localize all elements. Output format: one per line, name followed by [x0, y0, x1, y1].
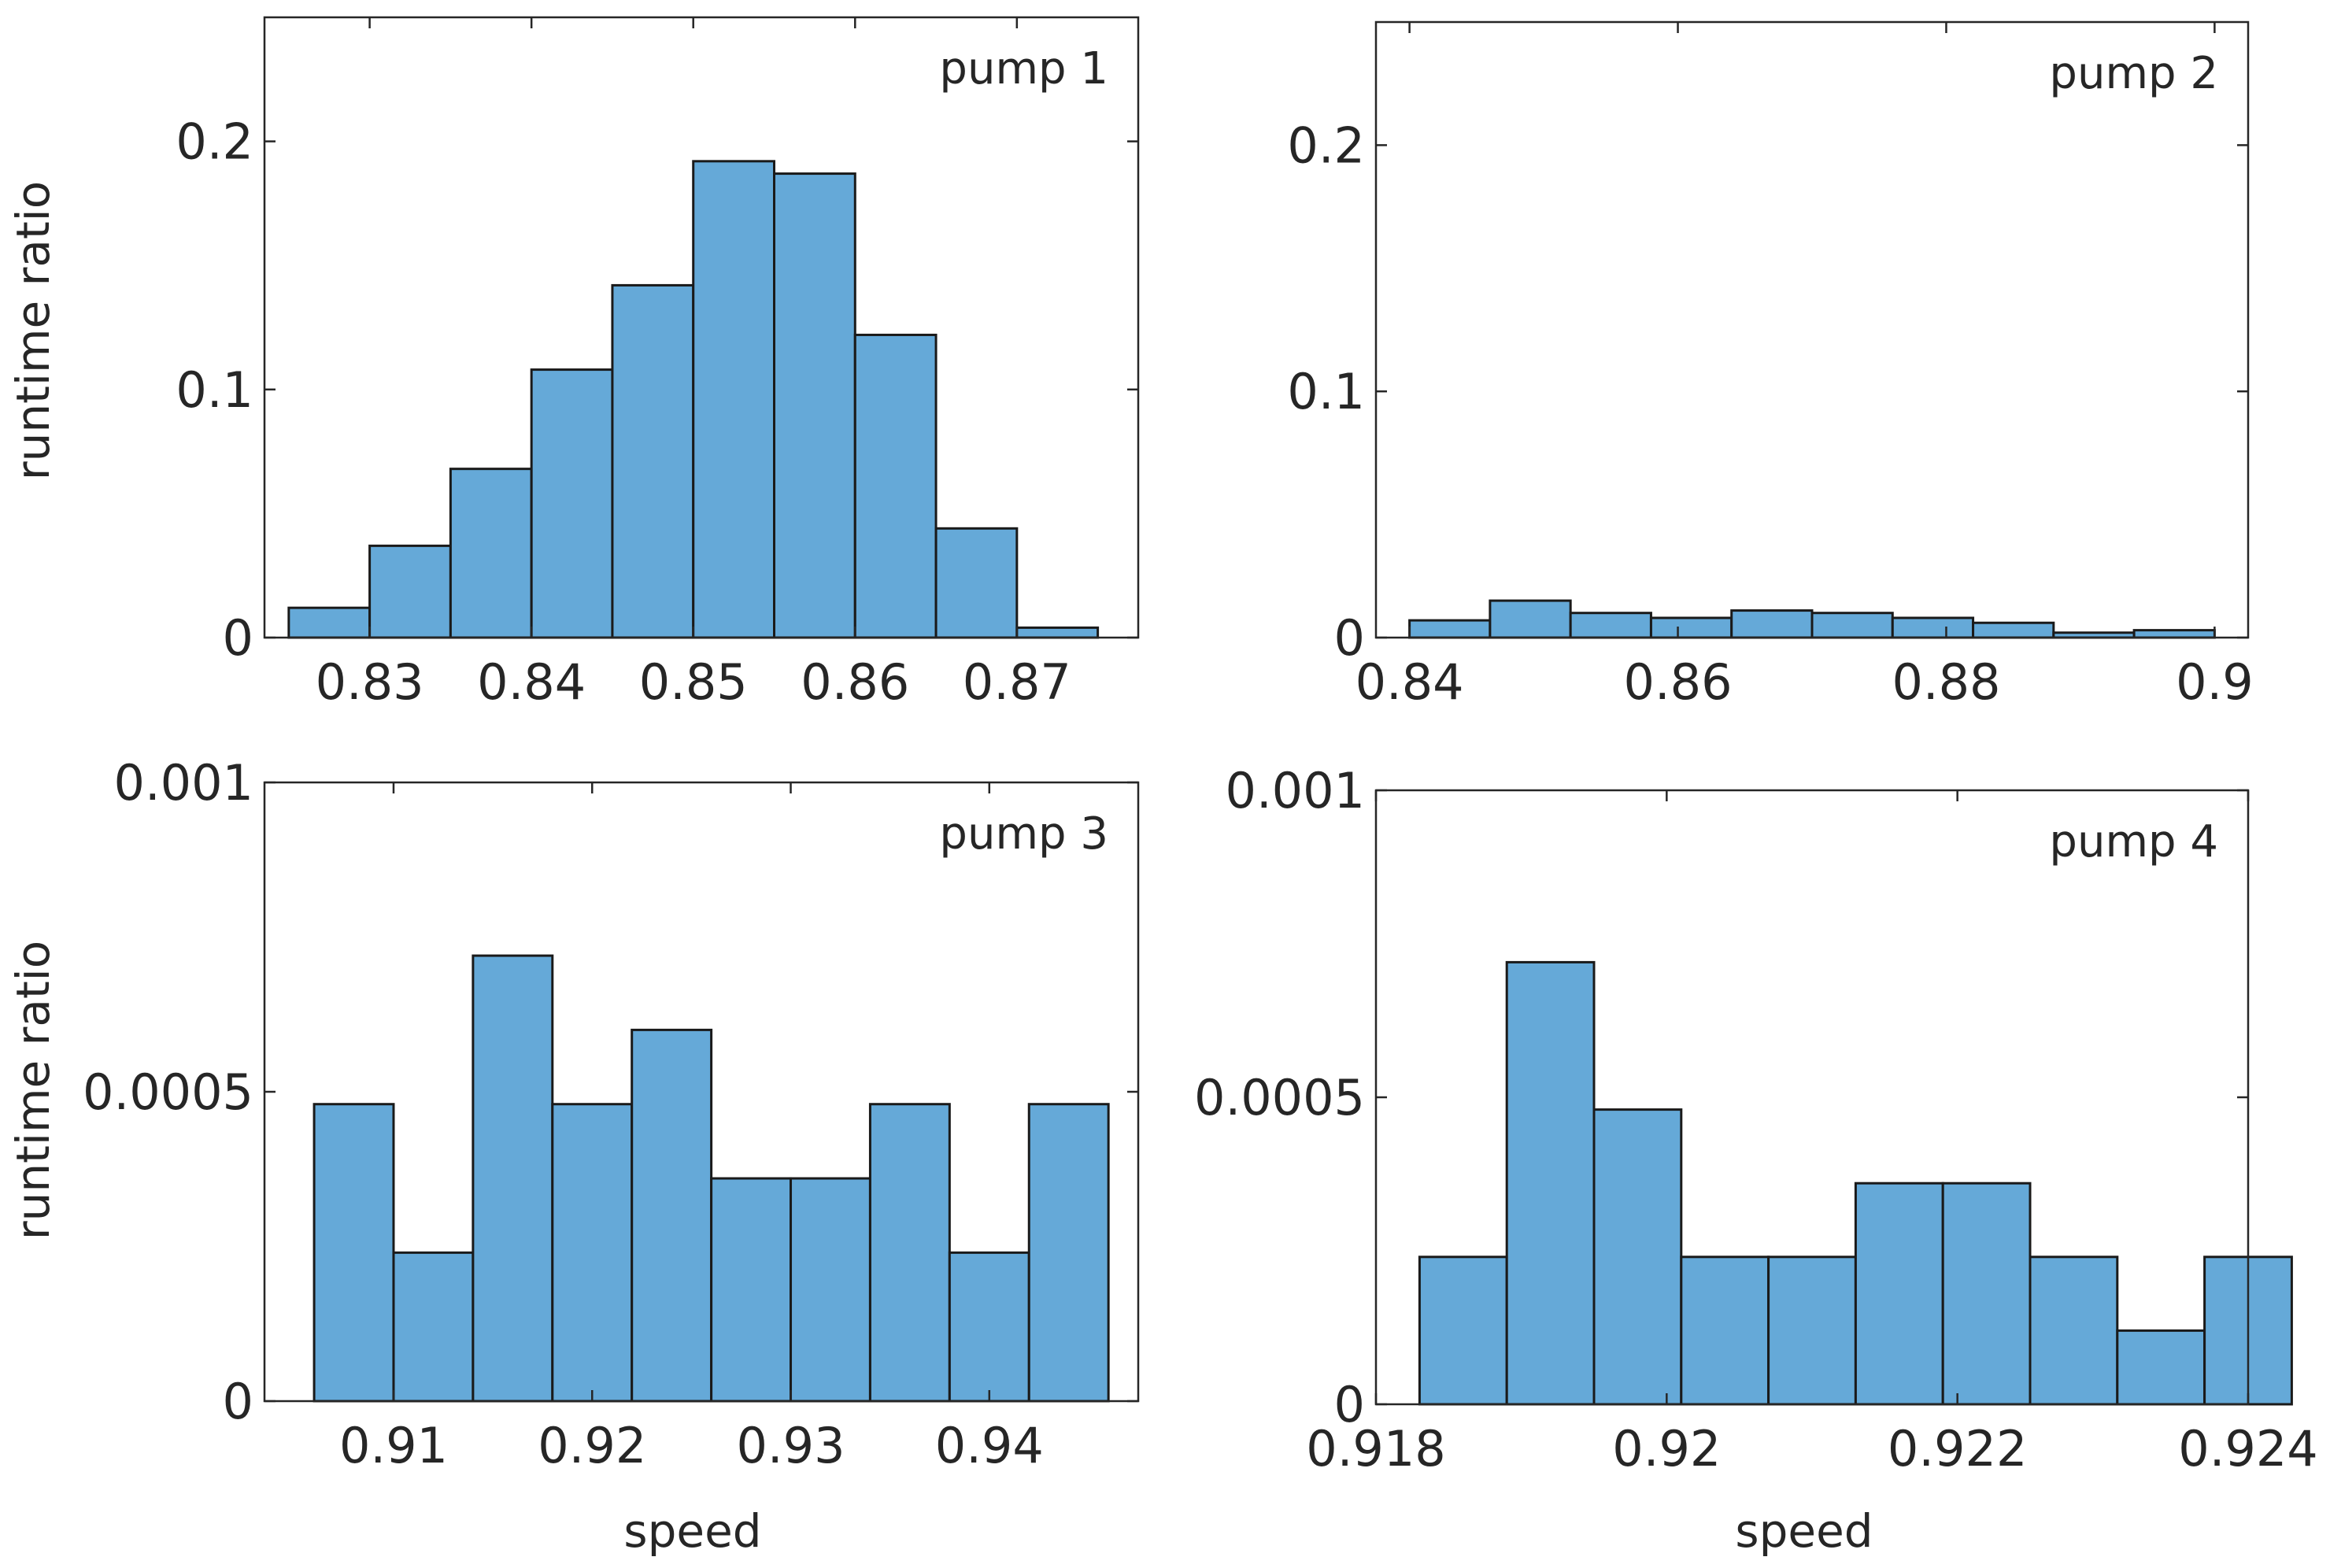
pump-4-x-tick-label-0-922: 0.922 [1888, 1420, 2028, 1477]
pump-2-axes-frame [1374, 20, 2250, 639]
pump-1-x-tick-label-0-85: 0.85 [639, 653, 748, 711]
pump-2-bar-5 [1730, 609, 1814, 639]
pump-1-x-tick-label-0-83: 0.83 [316, 653, 424, 711]
pump-3-y-tick-label-0: 0 [223, 1373, 253, 1430]
pump-1-y-tick-label-0-2: 0.2 [176, 113, 253, 171]
pump-4-bar-4 [1680, 1256, 1770, 1406]
pump-2-y-tick-label-0: 0 [1334, 609, 1365, 667]
pump-3-x-tick-label-0-94: 0.94 [935, 1417, 1044, 1474]
pump-4-bar-3 [1592, 1108, 1683, 1406]
pump-4-bar-5 [1767, 1256, 1857, 1406]
pump-2-bar-6 [1810, 612, 1894, 639]
pump-1-y-tick-label-0-1: 0.1 [176, 361, 253, 419]
pump-2-x-tick-label-0-9: 0.9 [2176, 653, 2254, 711]
pump-4-bar-8 [2029, 1256, 2119, 1406]
pump-2-bar-1 [1408, 619, 1492, 639]
panel-pump-4: 0.918 0.92 0.922 0.924 0 0.0005 0.001 pump 4 [1194, 762, 2318, 1477]
panel-pump-2: 0.84 0.86 0.88 0.9 0 0.1 0.2 pump 2 [1287, 20, 2254, 711]
x-axis-title-right: speed [1735, 1504, 1873, 1558]
pump-1-bar-4 [530, 368, 614, 639]
pump-1-bar-8 [853, 333, 938, 639]
y-axis-title-top: runtime ratio [6, 181, 60, 481]
pump-4-panel-label: pump 4 [2049, 816, 2218, 867]
pump-4-x-tick-label-0-918: 0.918 [1306, 1420, 1446, 1477]
pump-1-panel-label: pump 1 [939, 43, 1108, 94]
pump-1-axes-frame [263, 16, 1140, 639]
pump-4-x-tick-label-0-92: 0.92 [1612, 1420, 1721, 1477]
pump-4-bar-9 [2116, 1329, 2206, 1406]
pump-3-y-tick-label-0-0005: 0.0005 [83, 1063, 253, 1121]
pump-3-bar-1 [313, 1103, 395, 1403]
pump-3-x-tick-label-0-93: 0.93 [736, 1417, 845, 1474]
pump-1-bar-2 [368, 544, 452, 639]
pump-3-bar-10 [1027, 1103, 1110, 1403]
pump-2-bar-2 [1489, 599, 1572, 639]
pump-2-y-tick-label-0-2: 0.2 [1287, 116, 1365, 174]
pump-3-x-tick-label-0-92: 0.92 [538, 1417, 646, 1474]
y-axis-title-bottom: runtime ratio [6, 941, 60, 1241]
pump-4-x-tick-label-0-924: 0.924 [2178, 1420, 2318, 1477]
pump-4-bar-1 [1418, 1256, 1508, 1406]
pump-2-x-tick-label-0-84: 0.84 [1355, 653, 1464, 711]
pump-2-panel-label: pump 2 [2049, 48, 2218, 99]
pump-3-bar-4 [551, 1103, 634, 1403]
pump-1-bar-5 [611, 283, 695, 639]
pump-3-bar-3 [472, 954, 554, 1403]
pump-1-bar-7 [773, 172, 856, 639]
pump-3-bar-2 [392, 1251, 475, 1403]
pump-1-bar-1 [287, 606, 372, 639]
pump-2-bar-8 [1972, 621, 2055, 639]
pump-3-bar-9 [948, 1251, 1030, 1403]
pump-1-bar-10 [1015, 626, 1100, 639]
panel-pump-1: 0.83 0.84 0.85 0.86 0.87 0 0.1 0.2 pump 1 [176, 16, 1140, 711]
panel-pump-3: 0.91 0.92 0.93 0.94 0 0.0005 0.001 pump 3 [83, 754, 1140, 1474]
pump-1-y-tick-label-0: 0 [223, 609, 253, 667]
pump-3-bar-7 [790, 1177, 871, 1403]
pump-1-x-tick-label-0-84: 0.84 [477, 653, 586, 711]
pump-3-panel-label: pump 3 [939, 808, 1108, 860]
pump-2-bar-7 [1891, 616, 1975, 639]
pump-2-x-tick-label-0-88: 0.88 [1892, 653, 2000, 711]
pump-4-bar-7 [1941, 1182, 2032, 1406]
pump-4-bar-2 [1505, 960, 1596, 1406]
pump-1-x-tick-label-0-87: 0.87 [963, 653, 1071, 711]
x-axis-title-left: speed [623, 1504, 761, 1558]
pump-1-bar-6 [692, 160, 776, 639]
pump-1-bar-3 [449, 468, 533, 639]
pump-3-y-tick-label-0-001: 0.001 [114, 754, 254, 812]
pump-2-y-tick-label-0-1: 0.1 [1287, 363, 1365, 420]
pump-2-bar-4 [1649, 616, 1733, 639]
pump-1-x-tick-label-0-86: 0.86 [801, 653, 909, 711]
pump-3-bar-5 [631, 1028, 713, 1403]
pump-2-bar-3 [1569, 612, 1652, 639]
pump-3-x-tick-label-0-91: 0.91 [339, 1417, 448, 1474]
pump-3-bar-8 [868, 1103, 951, 1403]
pump-1-bar-9 [934, 527, 1019, 639]
pump-3-bar-6 [710, 1177, 793, 1403]
pump-4-bar-6 [1854, 1182, 1944, 1406]
pump-4-y-tick-label-0-0005: 0.0005 [1194, 1069, 1365, 1126]
pump-2-x-tick-label-0-86: 0.86 [1624, 653, 1733, 711]
pump-4-y-tick-label-0: 0 [1334, 1376, 1365, 1433]
pump-4-y-tick-label-0-001: 0.001 [1226, 762, 1366, 819]
pump-2-bar-10 [2132, 629, 2216, 639]
